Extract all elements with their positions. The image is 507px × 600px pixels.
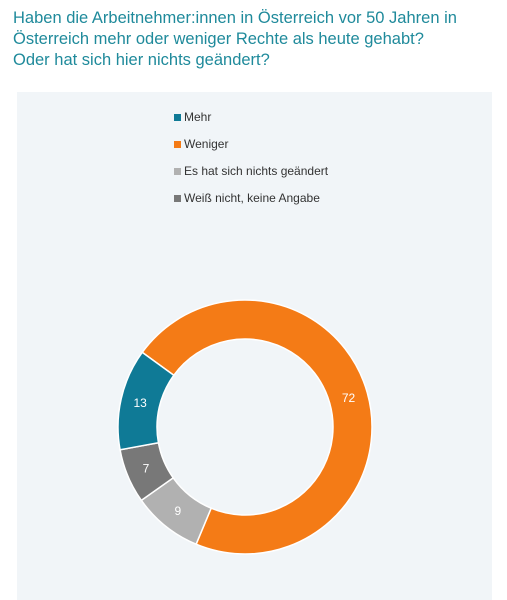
donut-labels: 72 9 7 13 bbox=[134, 391, 356, 518]
data-label-weiss-nicht-keine-angabe: 7 bbox=[143, 462, 150, 476]
title-line-1: Haben die Arbeitnehmer:innen in Österrei… bbox=[13, 9, 457, 27]
legend-item-weniger: Weniger bbox=[174, 135, 328, 153]
title-line-3: Oder hat sich hier nichts geändert? bbox=[13, 51, 270, 69]
legend-swatch-weniger bbox=[174, 140, 181, 148]
title-line-2: Österreich mehr oder weniger Rechte als … bbox=[13, 30, 424, 48]
data-label-es-hat-sich-nichts-geaendert: 9 bbox=[174, 504, 181, 518]
chart-panel: 72 9 7 13 Mehr Weniger Es hat sich nichts g… bbox=[17, 92, 492, 600]
donut-chart: 72 9 7 13 bbox=[117, 299, 373, 555]
legend-item-weiss-nicht: Weiß nicht, keine Angabe bbox=[174, 189, 328, 207]
legend-swatch-nichts-geaendert bbox=[174, 167, 181, 175]
data-label-weniger: 72 bbox=[342, 391, 356, 405]
legend-swatch-weiss-nicht bbox=[174, 194, 181, 202]
page-title: Haben die Arbeitnehmer:innen in Österrei… bbox=[13, 8, 499, 71]
legend-label-weiss-nicht: Weiß nicht, keine Angabe bbox=[184, 191, 320, 205]
donut-slice-weniger bbox=[141, 299, 373, 555]
legend-item-nichts-geaendert: Es hat sich nichts geändert bbox=[174, 162, 328, 180]
donut-slice-mehr bbox=[117, 351, 175, 451]
legend-label-weniger: Weniger bbox=[184, 137, 229, 151]
chart-legend: Mehr Weniger Es hat sich nichts geändert… bbox=[174, 108, 328, 216]
data-label-mehr: 13 bbox=[134, 396, 148, 410]
legend-label-nichts-geaendert: Es hat sich nichts geändert bbox=[184, 164, 329, 178]
legend-item-mehr: Mehr bbox=[174, 108, 328, 126]
legend-label-mehr: Mehr bbox=[184, 110, 212, 124]
donut-slices bbox=[117, 299, 373, 555]
legend-swatch-mehr bbox=[174, 113, 181, 121]
